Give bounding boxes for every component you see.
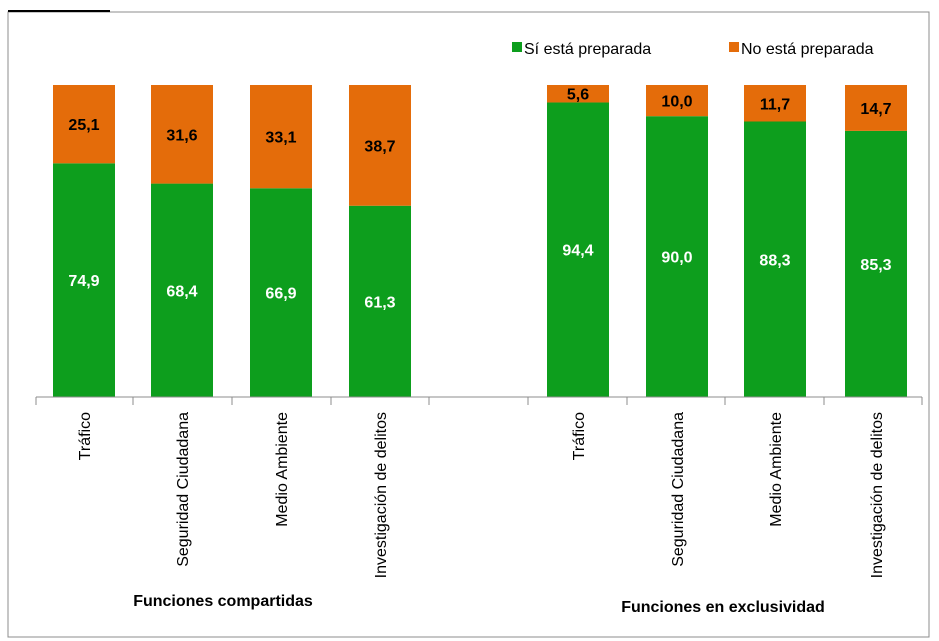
data-label-no-preparada: 10,0 xyxy=(661,94,692,111)
x-tick-label: Tráfico xyxy=(571,412,588,460)
data-label-si-preparada: 66,9 xyxy=(265,286,296,303)
x-tick-labels: Tráfico Seguridad Ciudadana Medio Ambiente… xyxy=(77,412,886,578)
x-tick-label: Investigación de delitos xyxy=(373,412,390,578)
data-label-no-preparada: 5,6 xyxy=(567,87,589,104)
data-label-si-preparada: 74,9 xyxy=(68,273,99,290)
x-tick-label: Seguridad Ciudadana xyxy=(175,412,192,567)
bar-si-preparada xyxy=(53,163,115,397)
data-label-no-preparada: 38,7 xyxy=(364,138,395,155)
bar-no-preparada xyxy=(547,85,609,103)
bar-si-preparada xyxy=(646,116,708,397)
legend-swatch xyxy=(512,42,522,52)
bar-no-preparada xyxy=(744,85,806,122)
data-label-no-preparada: 11,7 xyxy=(760,96,790,113)
data-label-no-preparada: 14,7 xyxy=(860,101,891,118)
data-label-si-preparada: 68,4 xyxy=(166,283,197,300)
x-tick-label: Seguridad Ciudadana xyxy=(670,412,687,567)
group-labels: Funciones compartidas Funciones en exclus… xyxy=(133,593,825,616)
x-tick-label: Tráfico xyxy=(77,412,94,460)
data-label-no-preparada: 31,6 xyxy=(166,127,197,144)
bar-no-preparada xyxy=(845,85,907,131)
bar-si-preparada xyxy=(250,188,312,397)
chart-frame xyxy=(7,11,930,638)
data-label-si-preparada: 88,3 xyxy=(759,252,790,269)
bar-no-preparada xyxy=(53,85,115,164)
bar-si-preparada xyxy=(151,183,213,397)
data-label-si-preparada: 90,0 xyxy=(661,250,692,267)
x-tick-label: Investigación de delitos xyxy=(869,412,886,578)
legend-label: No está preparada xyxy=(741,41,874,58)
x-tick-label: Medio Ambiente xyxy=(274,412,291,527)
bar-no-preparada xyxy=(250,85,312,189)
legend-swatch xyxy=(729,42,739,52)
legend-label: Sí está preparada xyxy=(524,41,651,58)
legend: Sí está preparada No está preparada xyxy=(512,41,874,58)
bar-si-preparada xyxy=(845,130,907,397)
bar-si-preparada xyxy=(744,121,806,397)
data-label-si-preparada: 85,3 xyxy=(860,257,891,274)
group-label: Funciones compartidas xyxy=(133,593,313,610)
group-label: Funciones en exclusividad xyxy=(621,599,825,616)
bars: 74,9 25,1 68,4 31,6 66,9 33,1 61,3 38,7 94,4 5,6 9… xyxy=(53,85,907,398)
data-label-si-preparada: 61,3 xyxy=(364,294,395,311)
x-tick-label: Medio Ambiente xyxy=(768,412,785,527)
bar-no-preparada xyxy=(349,85,411,206)
bar-no-preparada xyxy=(151,85,213,184)
bar-si-preparada xyxy=(547,102,609,398)
data-label-si-preparada: 94,4 xyxy=(562,243,593,260)
data-label-no-preparada: 25,1 xyxy=(68,117,99,134)
data-label-no-preparada: 33,1 xyxy=(265,130,296,147)
x-axis xyxy=(35,396,923,405)
bar-si-preparada xyxy=(349,205,411,397)
bar-no-preparada xyxy=(646,85,708,117)
